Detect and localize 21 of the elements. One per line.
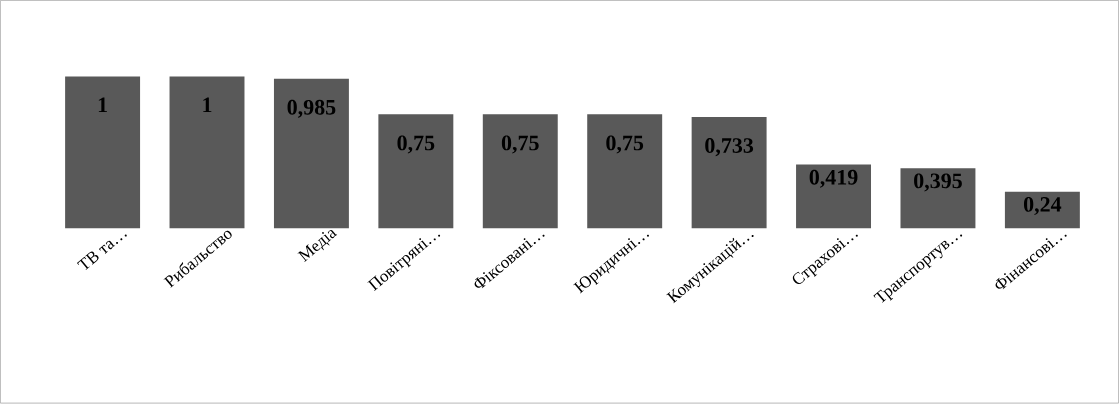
data-label: 1 [98, 97, 107, 113]
data-label: 0,75 [606, 135, 644, 154]
bar [587, 114, 663, 229]
data-label: 0,395 [914, 173, 962, 192]
data-label: 0,75 [397, 135, 435, 154]
bar [796, 164, 872, 229]
data-label: 1 [203, 97, 212, 113]
bar [273, 78, 349, 229]
data-label: 0,24 [1023, 197, 1062, 216]
bar [691, 117, 767, 229]
x-tick-label: ТВ та… [76, 234, 127, 271]
bar [1004, 192, 1080, 229]
data-label: 0,75 [501, 135, 539, 154]
bar [378, 114, 454, 229]
data-label: 0,733 [705, 138, 754, 157]
bar [65, 76, 141, 229]
data-label: 0,419 [809, 170, 858, 189]
bar [169, 76, 245, 229]
data-label: 0,985 [287, 100, 336, 119]
bar [900, 168, 976, 229]
bar [482, 114, 558, 229]
